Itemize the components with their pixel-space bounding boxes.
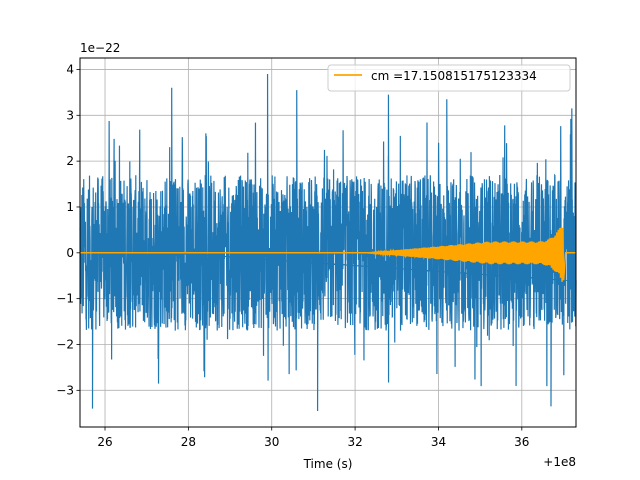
x-tick-label: 28 [181,435,196,449]
y-tick-label: −1 [56,292,74,306]
y-tick-label: 4 [66,62,74,76]
y-tick-label: 0 [66,246,74,260]
legend-label-chirp: cm =17.150815175123334 [371,69,537,83]
series-chirp [80,227,576,282]
y-tick-label: 2 [66,154,74,168]
series-noise [79,74,577,411]
plot-frame [79,57,577,428]
y-tick-label: 1 [66,200,74,214]
legend-box [327,64,571,92]
x-offset-label: +1e8 [543,455,576,469]
x-tick-label: 30 [264,435,279,449]
y-tick-label: −2 [56,337,74,351]
x-tick-label: 36 [514,435,529,449]
legend: cm =17.150815175123334 [327,64,571,92]
x-tick-label: 34 [431,435,446,449]
y-scale-label: 1e−22 [80,41,120,55]
y-tick-label: −3 [56,383,74,397]
x-axis-label: Time (s) [303,457,353,471]
x-tick-label: 32 [347,435,362,449]
series-layer [79,74,577,411]
y-tick-label: 3 [66,108,74,122]
x-tick-label: 26 [97,435,112,449]
